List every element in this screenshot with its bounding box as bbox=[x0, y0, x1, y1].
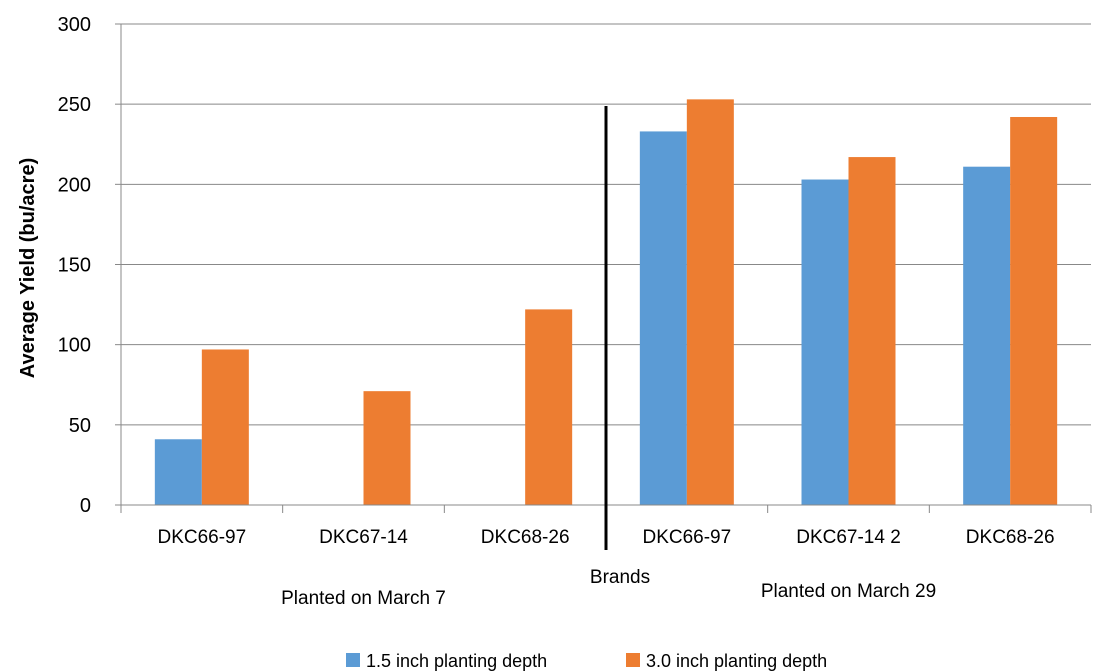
x-tick-label: DKC68-26 bbox=[481, 527, 570, 548]
legend-swatch bbox=[626, 653, 640, 667]
bar bbox=[801, 179, 849, 506]
bar bbox=[639, 131, 687, 505]
x-tick-label: DKC66-97 bbox=[157, 527, 246, 548]
y-tick-label: 200 bbox=[58, 174, 91, 196]
legend-label: 1.5 inch planting depth bbox=[366, 651, 547, 671]
bar bbox=[525, 309, 573, 505]
y-tick-label: 300 bbox=[58, 14, 91, 36]
legend: 1.5 inch planting depth 3.0 inch planting… bbox=[346, 651, 827, 671]
group-label: Planted on March 29 bbox=[761, 581, 936, 602]
group-labels: Planted on March 7 Planted on March 29 bbox=[281, 581, 936, 609]
axes bbox=[115, 23, 1092, 550]
bar bbox=[848, 157, 896, 505]
y-axis-label: Average Yield (bu/acre) bbox=[17, 158, 39, 378]
x-tick-labels: DKC66-97 DKC67-14 DKC68-26 DKC66-97 DKC67-14… bbox=[157, 527, 1054, 548]
y-tick-label: 100 bbox=[58, 335, 91, 357]
legend-swatch bbox=[346, 653, 360, 667]
x-tick-label: DKC66-97 bbox=[642, 527, 731, 548]
bar bbox=[201, 349, 249, 505]
y-tick-label: 150 bbox=[58, 255, 91, 277]
y-tick-label: 50 bbox=[69, 415, 91, 437]
group-label: Planted on March 7 bbox=[281, 588, 446, 609]
x-axis-label: Brands bbox=[590, 567, 650, 588]
y-tick-label: 0 bbox=[80, 495, 91, 517]
bar bbox=[686, 99, 734, 506]
bar bbox=[154, 439, 202, 505]
x-tick-label: DKC68-26 bbox=[966, 527, 1055, 548]
bar bbox=[363, 391, 411, 505]
x-tick-label: DKC67-14 2 bbox=[796, 527, 901, 548]
bars bbox=[154, 99, 1058, 506]
bar bbox=[963, 166, 1011, 506]
x-tick-label: DKC67-14 bbox=[319, 527, 408, 548]
legend-label: 3.0 inch planting depth bbox=[646, 651, 827, 671]
bar bbox=[1010, 116, 1058, 505]
y-tick-label: 250 bbox=[58, 94, 91, 116]
y-tick-labels: 0 50 100 150 200 250 300 bbox=[58, 14, 91, 517]
